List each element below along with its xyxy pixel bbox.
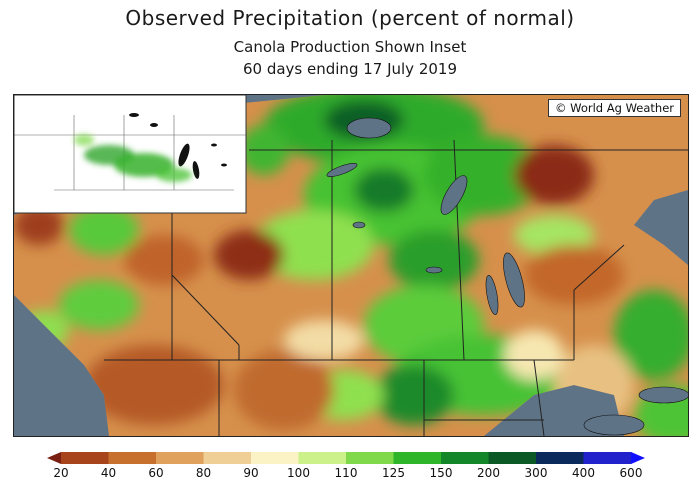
- legend-tick-label: 150: [429, 466, 453, 480]
- copyright-badge: © World Ag Weather: [547, 99, 681, 117]
- legend-swatch: [251, 452, 299, 464]
- legend-tick-label: 400: [572, 466, 595, 480]
- map-title: Observed Precipitation (percent of norma…: [125, 6, 575, 30]
- map-subtitle: Canola Production Shown Inset: [233, 38, 467, 56]
- legend-swatch: [203, 452, 252, 464]
- legend-tick-label: 90: [243, 466, 259, 480]
- legend-colorbar: [47, 452, 645, 464]
- map-period: 60 days ending 17 July 2019: [242, 60, 458, 78]
- legend-labels: 20 40 60 80 90 100 110 125 150 200 300 400 600: [0, 464, 700, 484]
- legend-tick-label: 80: [195, 466, 212, 480]
- legend-tick-label: 110: [334, 466, 358, 480]
- legend-tick-label: 60: [148, 466, 164, 480]
- legend-swatch: [156, 452, 204, 464]
- legend-tick-label: 20: [53, 466, 69, 480]
- legend-tick-label: 100: [287, 466, 310, 480]
- canola-inset-map: [14, 95, 247, 214]
- legend-swatch: [108, 452, 157, 464]
- legend-swatch: [393, 452, 442, 464]
- legend-tick-label: 600: [619, 466, 643, 480]
- legend-tick-label: 125: [382, 466, 405, 480]
- precipitation-map: © World Ag Weather: [13, 94, 689, 437]
- legend-tick-label: 200: [477, 466, 500, 480]
- legend-swatch: [631, 452, 645, 464]
- legend-swatch: [583, 452, 632, 464]
- inset-lakes: [129, 113, 227, 179]
- legend-swatch: [47, 452, 61, 464]
- canola-areas: [74, 134, 192, 182]
- legend-swatch: [298, 452, 347, 464]
- legend-swatch: [536, 452, 584, 464]
- legend-swatch: [61, 452, 109, 464]
- legend-tick-label: 300: [524, 466, 548, 480]
- lakes: [326, 117, 688, 436]
- map-canvas: [14, 95, 688, 436]
- legend-swatch: [488, 452, 537, 464]
- legend-swatch: [346, 452, 394, 464]
- border-lines: [104, 139, 688, 436]
- legend-swatch: [441, 452, 489, 464]
- legend-tick-label: 40: [100, 466, 117, 480]
